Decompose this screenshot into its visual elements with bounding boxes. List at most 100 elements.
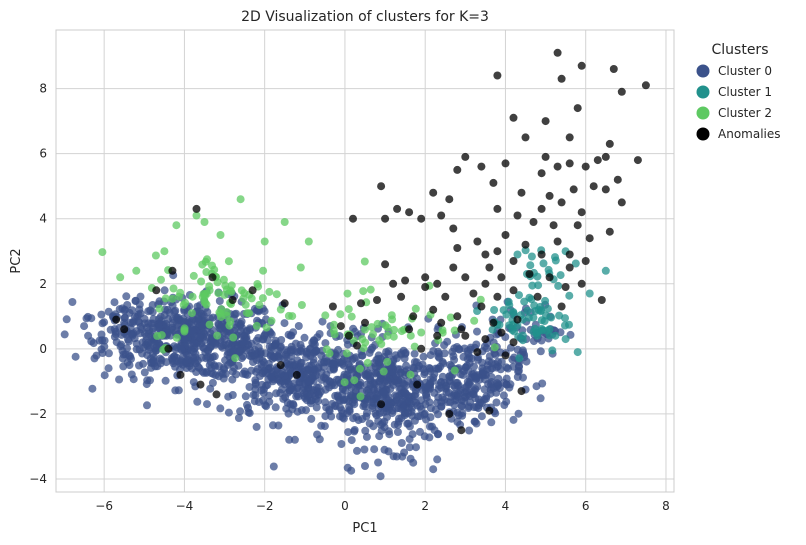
data-point bbox=[198, 260, 207, 269]
data-point bbox=[350, 426, 359, 434]
data-point bbox=[453, 244, 462, 252]
data-point bbox=[396, 349, 405, 358]
data-point bbox=[517, 188, 526, 197]
data-point bbox=[501, 351, 510, 360]
data-point bbox=[545, 191, 554, 200]
data-point bbox=[329, 326, 338, 335]
data-point bbox=[601, 185, 610, 194]
data-point bbox=[389, 332, 398, 341]
data-point bbox=[565, 263, 574, 272]
data-point bbox=[140, 368, 149, 377]
data-point bbox=[490, 306, 499, 314]
data-point bbox=[176, 288, 185, 297]
data-point bbox=[641, 81, 650, 90]
data-point bbox=[561, 283, 570, 291]
data-point bbox=[399, 403, 408, 412]
data-point bbox=[453, 395, 462, 404]
data-point bbox=[197, 277, 206, 286]
data-point bbox=[336, 310, 345, 319]
data-point bbox=[378, 419, 387, 428]
data-point bbox=[361, 318, 369, 327]
data-point bbox=[276, 361, 285, 370]
data-point bbox=[405, 208, 414, 217]
data-point bbox=[502, 380, 511, 389]
data-point bbox=[265, 391, 274, 400]
data-point bbox=[228, 391, 237, 399]
data-point bbox=[375, 377, 384, 385]
data-point bbox=[513, 315, 522, 324]
data-point bbox=[320, 422, 329, 431]
data-point bbox=[426, 404, 435, 413]
data-point bbox=[321, 339, 330, 348]
data-point bbox=[271, 403, 280, 412]
data-point bbox=[202, 300, 211, 309]
data-point bbox=[195, 333, 204, 342]
data-point bbox=[168, 357, 177, 366]
data-point bbox=[536, 307, 545, 316]
data-point bbox=[177, 358, 186, 367]
data-point bbox=[426, 375, 435, 384]
data-point bbox=[519, 348, 528, 357]
data-point bbox=[128, 331, 137, 340]
data-point bbox=[392, 371, 401, 380]
data-point bbox=[292, 370, 301, 379]
data-point bbox=[344, 305, 353, 314]
data-points bbox=[60, 48, 650, 481]
data-point bbox=[265, 287, 274, 296]
data-point bbox=[187, 346, 196, 355]
data-point bbox=[499, 391, 508, 400]
data-point bbox=[417, 328, 426, 337]
data-point bbox=[409, 312, 418, 321]
data-point bbox=[370, 445, 379, 454]
data-point bbox=[261, 401, 270, 410]
data-point bbox=[98, 349, 107, 357]
data-point bbox=[453, 312, 462, 321]
data-point bbox=[104, 349, 113, 358]
data-point bbox=[497, 273, 506, 282]
data-point bbox=[318, 317, 327, 326]
data-point bbox=[458, 409, 467, 418]
x-tick-label: 0 bbox=[341, 499, 349, 513]
data-point bbox=[110, 332, 119, 341]
data-point bbox=[509, 338, 518, 347]
data-point bbox=[461, 273, 470, 282]
data-point bbox=[493, 292, 502, 301]
data-point bbox=[513, 250, 522, 259]
data-point bbox=[71, 352, 80, 361]
data-point bbox=[473, 327, 481, 336]
data-point bbox=[359, 402, 368, 411]
data-point bbox=[202, 332, 211, 341]
data-point bbox=[360, 445, 369, 454]
data-point bbox=[541, 117, 550, 126]
data-point bbox=[254, 307, 263, 316]
data-point bbox=[473, 237, 482, 246]
data-point bbox=[553, 48, 562, 57]
data-point bbox=[477, 162, 486, 171]
data-point bbox=[144, 329, 153, 338]
data-point bbox=[361, 462, 369, 470]
data-point bbox=[449, 381, 458, 390]
data-point bbox=[420, 370, 429, 379]
data-point bbox=[349, 214, 357, 223]
data-point bbox=[118, 346, 127, 355]
data-point bbox=[369, 330, 377, 339]
data-point bbox=[250, 397, 259, 406]
data-point bbox=[200, 218, 209, 226]
data-point bbox=[152, 286, 161, 295]
data-point bbox=[381, 214, 390, 223]
data-point bbox=[472, 375, 481, 384]
data-point bbox=[454, 389, 463, 398]
data-point bbox=[490, 343, 499, 352]
data-point bbox=[387, 311, 396, 320]
data-point bbox=[397, 327, 406, 336]
data-point bbox=[164, 344, 173, 353]
data-point bbox=[168, 266, 177, 275]
data-point bbox=[88, 384, 97, 393]
data-point bbox=[360, 257, 369, 266]
data-point bbox=[202, 268, 211, 276]
data-point bbox=[480, 385, 489, 394]
data-point bbox=[137, 325, 146, 334]
data-point bbox=[386, 385, 395, 393]
data-point bbox=[504, 297, 513, 306]
data-point bbox=[390, 325, 399, 334]
